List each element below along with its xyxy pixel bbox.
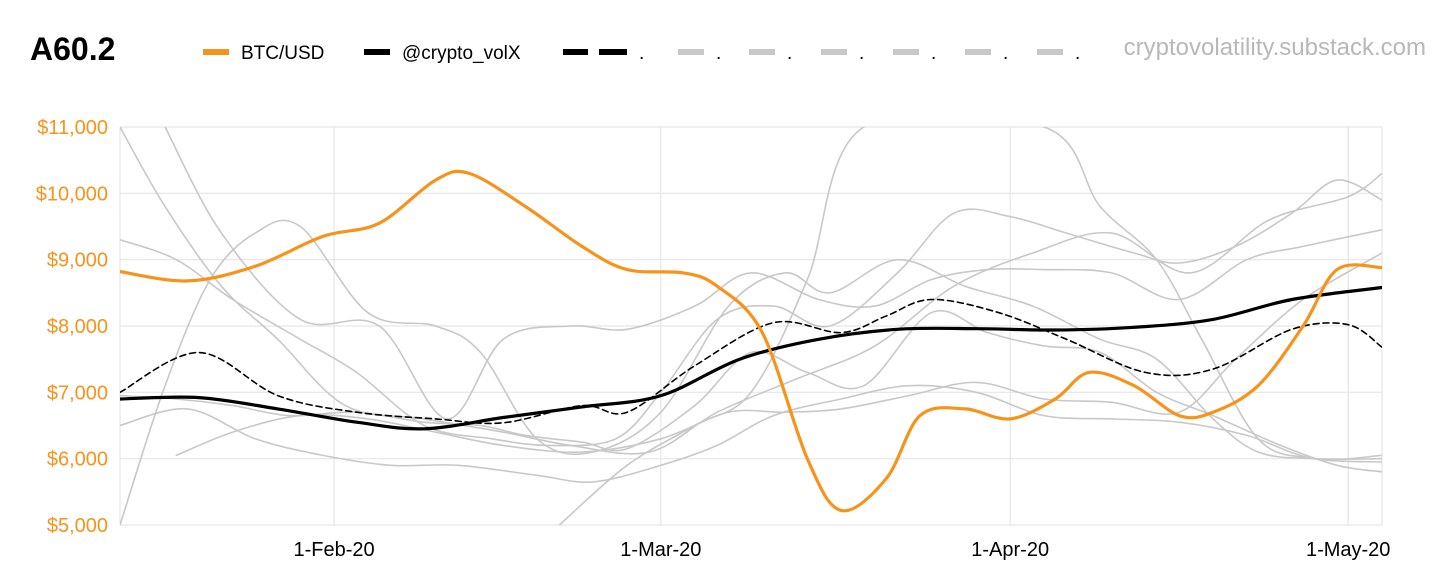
legend-label: . [1003, 43, 1008, 64]
x-tick-label: 1-Mar-20 [620, 539, 701, 561]
legend-label: . [859, 43, 864, 64]
x-tick-label: 1-May-20 [1306, 539, 1390, 561]
y-tick-label: $9,000 [47, 250, 108, 272]
legend-label: . [1075, 43, 1080, 64]
y-tick-label: $11,000 [37, 117, 108, 139]
legend: BTC/USD @crypto_volX....... [203, 43, 1080, 64]
x-axis: 1-Feb-20 1-Mar-20 1-Apr-20 1-May-20 [294, 539, 1391, 561]
y-tick-label: $10,000 [36, 183, 108, 205]
source-label: cryptovolatility.substack.com [1124, 34, 1426, 61]
y-tick-label: $8,000 [47, 316, 108, 338]
y-tick-label: $7,000 [47, 382, 108, 404]
series-line-gray [120, 219, 1382, 525]
legend-item: . [821, 43, 864, 64]
legend-label: . [716, 43, 721, 64]
legend-item: . [1037, 43, 1080, 64]
grid [119, 126, 1383, 526]
x-tick-label: 1-Apr-20 [971, 539, 1049, 561]
y-axis: $5,000 $6,000 $7,000 $8,000 $9,000 $10,000 $11… [36, 117, 108, 537]
y-tick-label: $5,000 [47, 515, 108, 537]
legend-label: . [639, 43, 644, 64]
series-line-crypto-volx [120, 285, 1382, 431]
legend-item: . [749, 43, 792, 64]
series-line-dashed [120, 298, 1382, 425]
series-line-gray [558, 127, 1382, 525]
legend-label: . [931, 43, 936, 64]
legend-item: . [893, 43, 936, 64]
legend-item: BTC/USD [203, 43, 324, 64]
series-line-gray [120, 127, 1382, 455]
legend-item: @crypto_volX [364, 43, 521, 64]
y-tick-label: $6,000 [47, 449, 108, 471]
series-line-gray [120, 384, 1382, 483]
series-group [120, 127, 1382, 525]
legend-item: . [965, 43, 1008, 64]
legend-item: . [563, 43, 644, 64]
chart-title: A60.2 [30, 31, 115, 67]
series-line-btc-usd [120, 169, 1382, 513]
legend-label: BTC/USD [241, 43, 324, 64]
legend-label: . [787, 43, 792, 64]
series-line-gray [175, 252, 1382, 457]
x-tick-label: 1-Feb-20 [294, 539, 375, 561]
series-line-gray [164, 127, 1382, 420]
series-line-gray [120, 179, 1382, 447]
legend-label: @crypto_volX [402, 43, 521, 64]
legend-item: . [678, 43, 721, 64]
series-line-gray [120, 310, 1382, 473]
